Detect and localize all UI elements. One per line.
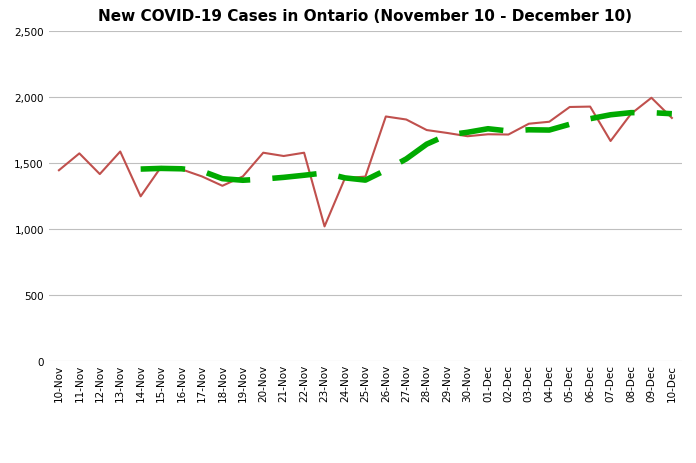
Title: New COVID-19 Cases in Ontario (November 10 - December 10): New COVID-19 Cases in Ontario (November … [98,9,633,25]
